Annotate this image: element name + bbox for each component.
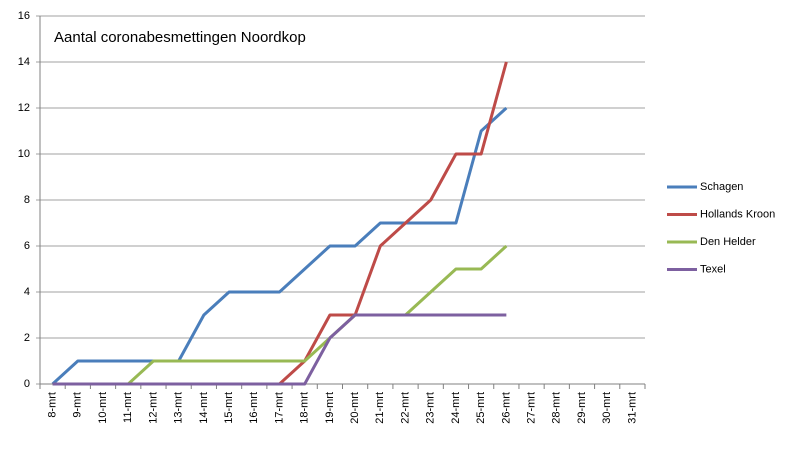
x-tick-label: 18-mrt <box>299 392 311 424</box>
x-tick-label: 22-mrt <box>399 392 411 424</box>
y-tick-label: 12 <box>18 102 30 114</box>
x-tick-label: 31-mrt <box>626 392 638 424</box>
legend-label: Texel <box>700 263 726 275</box>
x-tick-label: 21-mrt <box>374 392 386 424</box>
y-tick-label: 8 <box>24 194 30 206</box>
x-tick-label: 24-mrt <box>450 392 462 424</box>
x-tick-label: 8-mrt <box>47 392 59 418</box>
chart-title: Aantal coronabesmettingen Noordkop <box>54 29 306 46</box>
x-tick-label: 11-mrt <box>122 392 134 423</box>
x-tick-label: 23-mrt <box>425 392 437 424</box>
legend-label: Hollands Kroon <box>700 208 775 220</box>
y-tick-label: 16 <box>18 10 30 22</box>
x-tick-label: 30-mrt <box>601 392 613 424</box>
y-tick-label: 2 <box>24 332 30 344</box>
x-tick-label: 14-mrt <box>198 392 210 424</box>
x-tick-label: 13-mrt <box>173 392 185 424</box>
series-line <box>52 313 507 386</box>
x-tick-label: 25-mrt <box>475 392 487 424</box>
y-tick-label: 6 <box>24 240 30 252</box>
y-tick-label: 0 <box>24 378 30 390</box>
x-tick-label: 27-mrt <box>525 392 537 424</box>
x-tick-label: 9-mrt <box>72 392 84 418</box>
x-tick-label: 12-mrt <box>147 392 159 424</box>
x-tick-label: 15-mrt <box>223 392 235 424</box>
y-tick-label: 10 <box>18 148 30 160</box>
legend-label: Den Helder <box>700 236 756 248</box>
x-tick-label: 29-mrt <box>576 392 588 424</box>
x-tick-label: 16-mrt <box>248 392 260 424</box>
x-tick-label: 26-mrt <box>500 392 512 424</box>
y-tick-label: 14 <box>18 56 30 68</box>
series-line <box>51 106 508 386</box>
x-tick-label: 10-mrt <box>97 392 109 424</box>
y-tick-label: 4 <box>24 286 30 298</box>
x-tick-label: 28-mrt <box>551 392 563 424</box>
x-tick-label: 17-mrt <box>273 392 285 424</box>
x-tick-label: 20-mrt <box>349 392 361 424</box>
legend-label: Schagen <box>700 181 743 193</box>
x-tick-label: 19-mrt <box>324 392 336 424</box>
